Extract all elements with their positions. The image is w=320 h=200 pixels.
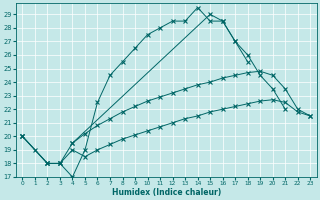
X-axis label: Humidex (Indice chaleur): Humidex (Indice chaleur) (112, 188, 221, 197)
